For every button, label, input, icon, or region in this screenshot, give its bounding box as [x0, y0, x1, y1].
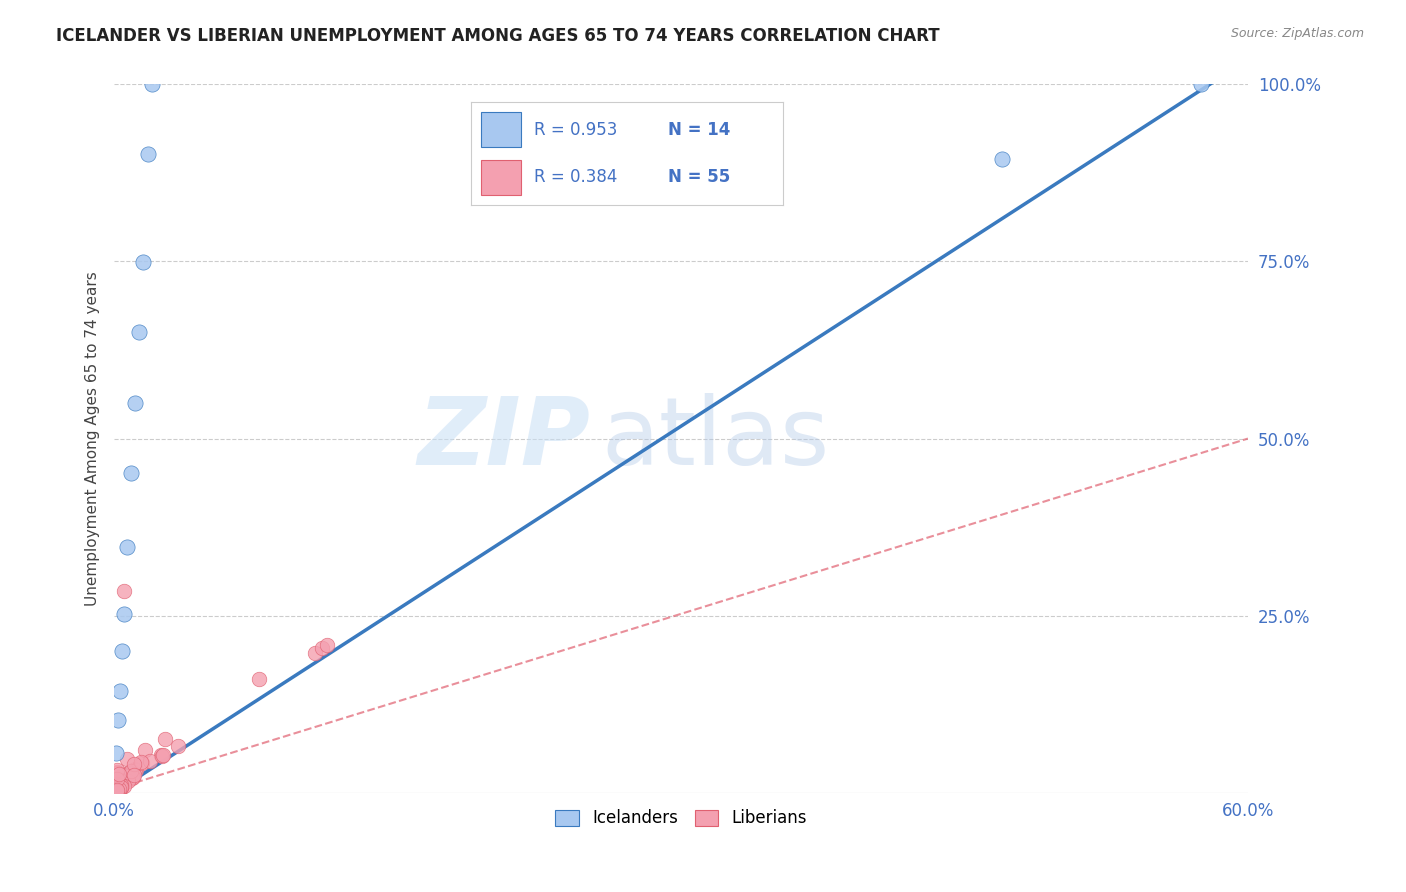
Point — [110, 780, 132, 795]
Point — [124, 757, 146, 772]
Point — [311, 641, 333, 656]
Point — [124, 762, 146, 776]
Point — [112, 607, 135, 621]
Point — [104, 782, 127, 797]
Point — [105, 775, 128, 789]
Point — [991, 152, 1014, 166]
Point — [167, 739, 190, 753]
Point — [103, 785, 125, 799]
Point — [125, 764, 148, 778]
Point — [131, 756, 153, 771]
Point — [105, 763, 128, 777]
Point — [111, 774, 134, 789]
Point — [105, 765, 128, 780]
Point — [134, 743, 156, 757]
Point — [110, 780, 132, 794]
Point — [105, 771, 128, 785]
Point — [107, 781, 129, 796]
Point — [129, 755, 152, 769]
Text: atlas: atlas — [602, 392, 830, 484]
Point — [107, 777, 129, 791]
Point — [117, 773, 139, 788]
Point — [115, 772, 138, 787]
Point — [104, 776, 127, 790]
Point — [112, 768, 135, 782]
Point — [117, 769, 139, 783]
Point — [103, 780, 125, 795]
Point — [108, 779, 131, 793]
Point — [139, 754, 162, 768]
Point — [108, 683, 131, 698]
Point — [105, 776, 128, 790]
Legend: Icelanders, Liberians: Icelanders, Liberians — [548, 803, 814, 834]
Point — [128, 326, 150, 340]
Point — [112, 779, 135, 793]
Point — [107, 713, 129, 727]
Point — [131, 255, 153, 269]
Point — [1189, 78, 1212, 92]
Point — [110, 780, 132, 794]
Point — [120, 766, 142, 780]
Point — [105, 772, 128, 786]
Point — [141, 78, 163, 92]
Point — [149, 748, 172, 763]
Point — [105, 747, 128, 761]
Text: ZIP: ZIP — [418, 392, 591, 484]
Point — [112, 583, 135, 598]
Point — [110, 778, 132, 792]
Point — [122, 767, 145, 781]
Point — [117, 540, 139, 554]
Point — [111, 767, 134, 781]
Y-axis label: Unemployment Among Ages 65 to 74 years: Unemployment Among Ages 65 to 74 years — [86, 271, 100, 606]
Point — [111, 644, 134, 658]
Point — [121, 764, 143, 778]
Point — [117, 752, 139, 766]
Point — [121, 771, 143, 785]
Point — [105, 782, 128, 797]
Point — [110, 780, 132, 794]
Point — [136, 147, 159, 161]
Point — [117, 772, 139, 786]
Point — [108, 767, 131, 781]
Point — [114, 772, 136, 786]
Point — [105, 765, 128, 780]
Point — [121, 770, 143, 784]
Point — [247, 672, 270, 686]
Point — [315, 639, 337, 653]
Point — [105, 783, 128, 797]
Point — [124, 396, 146, 410]
Text: ICELANDER VS LIBERIAN UNEMPLOYMENT AMONG AGES 65 TO 74 YEARS CORRELATION CHART: ICELANDER VS LIBERIAN UNEMPLOYMENT AMONG… — [56, 27, 939, 45]
Point — [304, 646, 326, 660]
Text: Source: ZipAtlas.com: Source: ZipAtlas.com — [1230, 27, 1364, 40]
Point — [120, 466, 142, 480]
Point — [152, 748, 174, 763]
Point — [110, 773, 132, 788]
Point — [153, 732, 176, 747]
Point — [150, 748, 173, 763]
